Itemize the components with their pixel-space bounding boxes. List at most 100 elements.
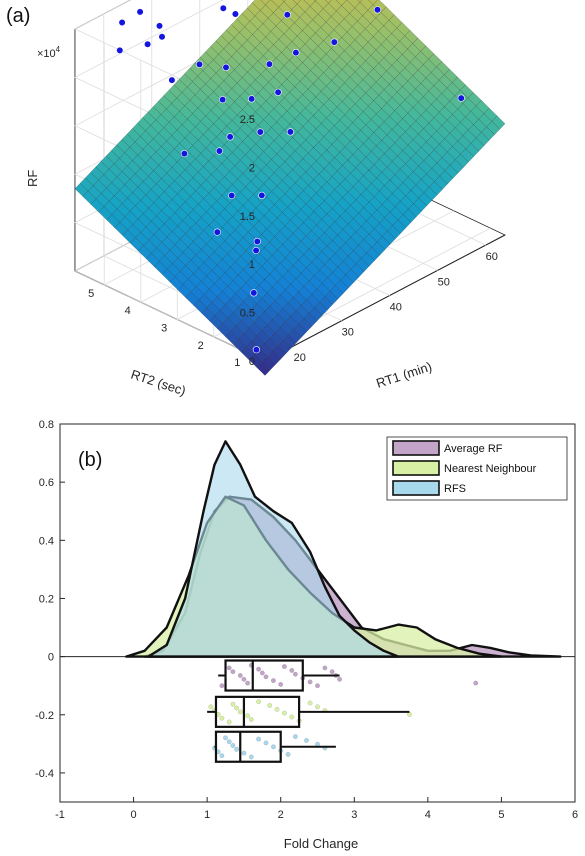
y-tick-label: 1	[234, 357, 240, 369]
x-tick-label: 20	[294, 352, 306, 364]
box	[214, 695, 301, 728]
x-tick-label: 3	[351, 809, 357, 821]
data-point	[231, 10, 239, 18]
jitter-point	[289, 668, 295, 673]
legend-label-rfs: RFS	[444, 483, 466, 495]
data-point	[118, 18, 126, 27]
data-point	[219, 95, 227, 104]
jitter-point	[329, 669, 335, 675]
plot-frame	[59, 423, 576, 803]
y-tick-label: -0.4	[35, 768, 54, 780]
jitter-point	[292, 734, 298, 739]
x-axis-label: Fold Change	[284, 836, 358, 851]
box	[214, 730, 282, 763]
x-tick-label: -1	[55, 809, 65, 821]
z-tick-label: 1.5	[240, 211, 255, 223]
data-point	[213, 228, 221, 236]
jitter-point	[245, 713, 251, 719]
jitter-point	[315, 741, 320, 747]
jitter-point	[245, 680, 251, 686]
legend-swatch-nearest-neighbour	[392, 460, 440, 476]
jitter-point	[208, 704, 214, 710]
data-point	[253, 237, 261, 246]
legend: Average RF Nearest Neighbour RFS	[386, 436, 568, 501]
y-tick-label: 0	[48, 652, 54, 664]
y-tick-label: 0.2	[39, 593, 54, 605]
tick-labels: 0 0.5 1 1.5 2 2.5 1 2 3 4 5 20 30 40 50 60	[88, 114, 498, 369]
y-tick-label: 4	[125, 305, 131, 317]
y-tick-label: 5	[88, 288, 94, 300]
jitter-point	[256, 666, 261, 672]
x-tick-label: 30	[342, 327, 354, 339]
data-point	[168, 76, 176, 84]
data-point	[283, 11, 291, 19]
x-tick-label: 1	[204, 809, 210, 821]
data-point	[252, 346, 260, 354]
panel-b-raincloud-chart: -1 0 1 2 3 4 5 6 0.8 0.6 0.4 0.2 0 -0.2 -0.4 (b) Fold …	[35, 419, 578, 851]
jitter-point	[226, 665, 232, 671]
surface-cell	[325, 0, 332, 4]
jitter-point	[407, 712, 412, 717]
data-point	[292, 48, 300, 57]
jitter-point	[281, 710, 287, 716]
jitter-point	[285, 752, 291, 757]
panel-label-b: (b)	[78, 449, 102, 471]
jitter-point	[237, 709, 243, 715]
z-axis-label: RF	[25, 170, 40, 187]
data-point	[136, 8, 144, 16]
jitter-point	[304, 738, 309, 743]
surface-cell	[281, 0, 286, 2]
density-area	[147, 440, 400, 658]
y-tick-label: 3	[161, 323, 167, 335]
jitter-point	[263, 674, 269, 680]
data-point	[457, 94, 465, 102]
panel-label-a: (a)	[6, 5, 30, 27]
jitter-point	[219, 715, 225, 721]
jitter-point	[315, 704, 320, 710]
jitter-point	[307, 700, 313, 706]
jitter-point	[307, 679, 313, 685]
z-tick-label: 0	[249, 356, 255, 368]
jitter-point	[226, 719, 232, 725]
data-point	[252, 246, 260, 255]
jitter-point	[322, 665, 328, 671]
jitter-point	[292, 671, 298, 677]
data-point	[180, 150, 188, 158]
jitter-point	[223, 735, 228, 741]
z-tick-label: 1	[249, 259, 255, 271]
jitter-point	[281, 664, 287, 669]
jitter-point	[259, 670, 265, 676]
data-point	[158, 33, 166, 41]
data-point	[144, 40, 152, 48]
legend-label-nearest-neighbour: Nearest Neighbour	[444, 463, 537, 475]
z-tick-label: 2.5	[240, 114, 255, 126]
jitter-point	[219, 683, 225, 689]
jitter-point	[270, 744, 276, 750]
x-tick-label: 6	[572, 809, 578, 821]
x-tick-label: 40	[390, 302, 402, 314]
legend-swatch-rfs	[392, 480, 440, 496]
data-point	[116, 46, 124, 55]
jitter-point	[226, 739, 232, 745]
legend-swatch-average-rf	[392, 440, 440, 456]
y-tick-label: 0.4	[39, 535, 54, 547]
data-point	[265, 60, 274, 68]
jitter-point	[278, 682, 284, 687]
data-point	[222, 63, 230, 71]
data-point	[219, 4, 227, 12]
jitter-point	[274, 706, 280, 712]
z-tick-label: 0.5	[240, 308, 255, 320]
data-point	[286, 128, 295, 136]
data-point	[248, 95, 256, 103]
surface-plane	[74, 0, 506, 376]
jitter-point	[315, 683, 320, 689]
box	[224, 659, 304, 692]
jitter-point	[289, 714, 295, 720]
jitter-point	[219, 753, 225, 759]
data-point	[274, 88, 282, 96]
z-tick-label: 2	[249, 162, 255, 174]
data-point	[195, 60, 204, 69]
x-tick-label: 0	[131, 809, 137, 821]
data-point	[256, 128, 264, 136]
